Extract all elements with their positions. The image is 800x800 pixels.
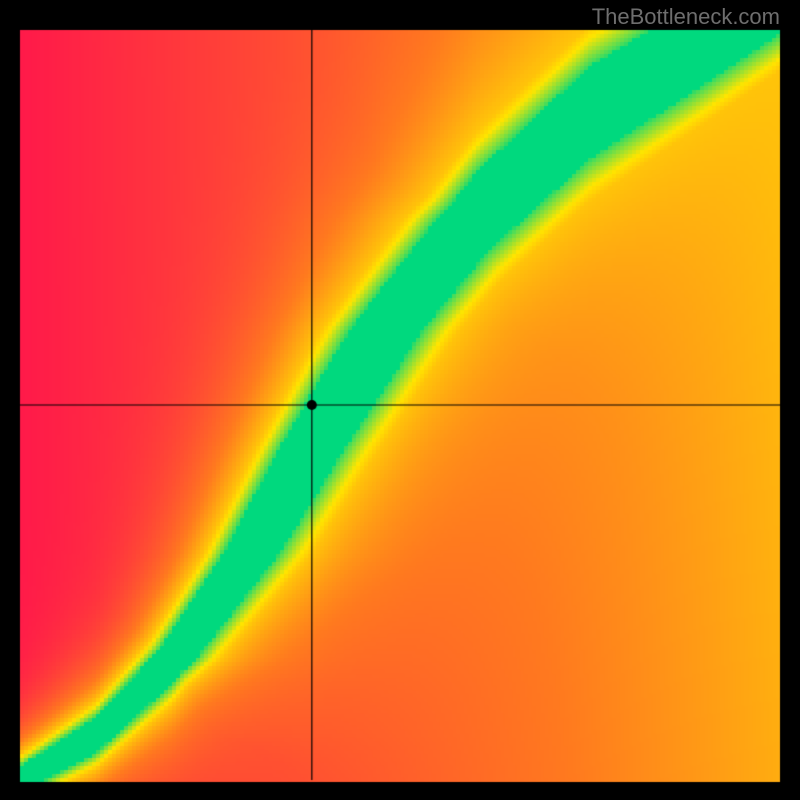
- watermark-text: TheBottleneck.com: [592, 4, 780, 30]
- bottleneck-heatmap: [0, 0, 800, 800]
- chart-container: TheBottleneck.com: [0, 0, 800, 800]
